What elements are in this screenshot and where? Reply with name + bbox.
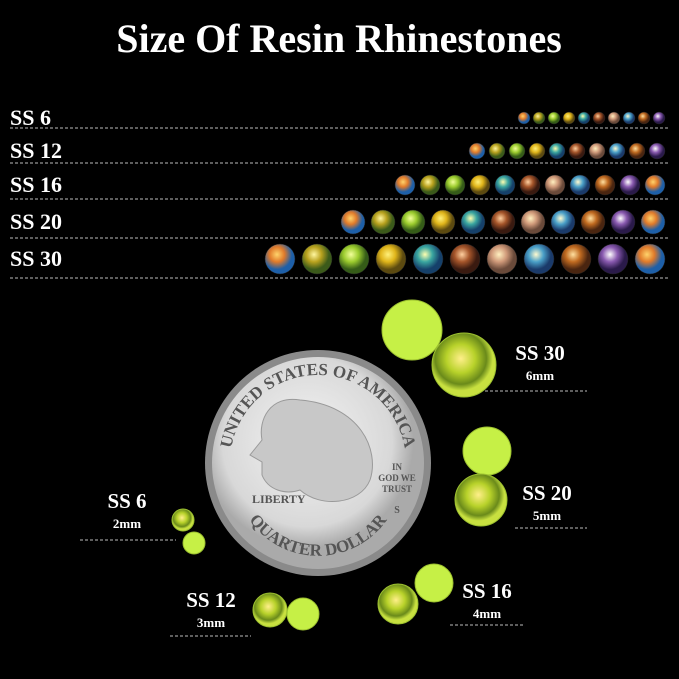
rhinestone: [560, 243, 592, 275]
size-rows: SS 6 SS 12 SS 16 SS 20 SS 30: [10, 105, 670, 279]
rhinestone: [375, 243, 407, 275]
glow-rhinestone: [171, 508, 195, 532]
glow-rhinestone: [381, 299, 443, 361]
callouts: SS 30 6mm SS 20 5mm SS 6 2mm SS 12 3mm SS 16 4mm: [80, 299, 587, 637]
rhinestone: [340, 209, 366, 235]
rhinestone: [412, 243, 444, 275]
row-label: SS 16: [10, 172, 62, 197]
rhinestone: [628, 142, 646, 160]
callout-size: 5mm: [533, 508, 561, 523]
glow-rhinestone: [462, 426, 512, 476]
callout-size: 3mm: [197, 615, 225, 630]
row-label: SS 6: [10, 105, 51, 130]
rhinestone: [517, 111, 531, 125]
callout-label: SS 20: [522, 481, 572, 505]
rhinestone: [608, 142, 626, 160]
rhinestone: [394, 174, 416, 196]
rhinestone: [523, 243, 555, 275]
glow-rhinestone: [431, 332, 497, 398]
rhinestone: [468, 142, 486, 160]
glow-rhinestone: [414, 563, 454, 603]
coin-motto: IN: [392, 462, 403, 472]
rhinestone: [622, 111, 636, 125]
rhinestone: [264, 243, 296, 275]
rhinestone: [607, 111, 621, 125]
rhinestone: [494, 174, 516, 196]
rhinestone: [544, 174, 566, 196]
row-label: SS 30: [10, 246, 62, 271]
coin-mint: S: [394, 505, 400, 516]
row-label: SS 20: [10, 209, 62, 234]
rhinestone: [569, 174, 591, 196]
coin-motto: TRUST: [382, 484, 412, 494]
rhinestone: [449, 243, 481, 275]
callout-label: SS 6: [107, 489, 146, 513]
rhinestone: [460, 209, 486, 235]
glow-rhinestone: [182, 531, 206, 555]
callout-size: 2mm: [113, 516, 141, 531]
rhinestone: [370, 209, 396, 235]
rhinestone: [588, 142, 606, 160]
rhinestone: [532, 111, 546, 125]
rhinestone: [547, 111, 561, 125]
title: Size Of Resin Rhinestones: [116, 16, 562, 61]
rhinestone: [488, 142, 506, 160]
profile: [249, 398, 373, 502]
rhinestone: [508, 142, 526, 160]
rhinestone: [562, 111, 576, 125]
rhinestone: [594, 174, 616, 196]
rhinestone: [548, 142, 566, 160]
glow-rhinestone: [377, 583, 419, 625]
rhinestone: [301, 243, 333, 275]
rhinestone: [652, 111, 666, 125]
rhinestone: [444, 174, 466, 196]
row-label: SS 12: [10, 138, 62, 163]
coin-liberty: LIBERTY: [252, 492, 306, 506]
rhinestone: [580, 209, 606, 235]
glow-rhinestone: [286, 597, 320, 631]
callout-size: 4mm: [473, 606, 501, 621]
callout-label: SS 30: [515, 341, 565, 365]
rhinestone: [430, 209, 456, 235]
callout-label: SS 16: [462, 579, 512, 603]
rhinestone: [577, 111, 591, 125]
rhinestone: [400, 209, 426, 235]
rhinestone: [419, 174, 441, 196]
rhinestone: [568, 142, 586, 160]
rhinestone: [592, 111, 606, 125]
rhinestone: [528, 142, 546, 160]
callout-size: 6mm: [526, 368, 554, 383]
rhinestone: [469, 174, 491, 196]
callout-label: SS 12: [186, 588, 236, 612]
rhinestone: [490, 209, 516, 235]
rhinestone: [610, 209, 636, 235]
rhinestone: [597, 243, 629, 275]
rhinestone: [486, 243, 518, 275]
rhinestone: [648, 142, 666, 160]
rhinestone: [338, 243, 370, 275]
rhinestone: [644, 174, 666, 196]
rhinestone: [550, 209, 576, 235]
coin-motto: GOD WE: [378, 473, 416, 483]
rhinestone: [640, 209, 666, 235]
quarter-coin: UNITED STATES OF AMERICA QUARTER DOLLAR …: [205, 350, 431, 576]
rhinestone: [637, 111, 651, 125]
rhinestone: [520, 209, 546, 235]
rhinestone: [634, 243, 666, 275]
rhinestone: [519, 174, 541, 196]
rhinestone: [619, 174, 641, 196]
glow-rhinestone: [454, 473, 508, 527]
glow-rhinestone: [252, 592, 288, 628]
